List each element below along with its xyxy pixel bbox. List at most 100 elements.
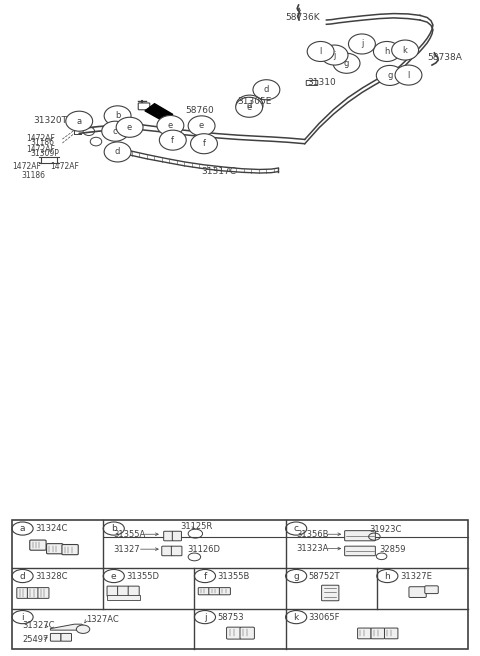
Circle shape	[194, 569, 216, 583]
FancyBboxPatch shape	[345, 531, 375, 541]
Text: 1472AF: 1472AF	[26, 144, 55, 154]
Text: 58760: 58760	[185, 106, 214, 115]
FancyBboxPatch shape	[172, 531, 181, 541]
Text: d: d	[247, 100, 252, 110]
FancyBboxPatch shape	[384, 628, 398, 639]
FancyBboxPatch shape	[209, 588, 220, 595]
FancyBboxPatch shape	[358, 628, 371, 639]
Text: h: h	[384, 47, 390, 56]
FancyBboxPatch shape	[425, 586, 438, 594]
Text: 31186: 31186	[22, 171, 46, 180]
Circle shape	[286, 569, 307, 583]
Circle shape	[321, 45, 348, 65]
Polygon shape	[50, 624, 84, 630]
Text: d: d	[20, 571, 25, 581]
Text: 33065F: 33065F	[309, 613, 340, 622]
Text: c: c	[113, 127, 118, 136]
Circle shape	[348, 34, 375, 54]
FancyBboxPatch shape	[17, 588, 28, 598]
Text: 25497: 25497	[23, 634, 49, 644]
Text: 31126D: 31126D	[187, 544, 220, 554]
FancyBboxPatch shape	[164, 531, 173, 541]
Text: 1472AF: 1472AF	[12, 162, 41, 171]
FancyBboxPatch shape	[162, 546, 172, 556]
Text: d: d	[264, 85, 269, 94]
Circle shape	[159, 130, 186, 150]
Text: a: a	[77, 117, 82, 126]
Circle shape	[104, 142, 131, 162]
Text: 31309P: 31309P	[30, 149, 59, 158]
Text: 31923C: 31923C	[370, 525, 402, 534]
FancyBboxPatch shape	[171, 546, 182, 556]
Text: e: e	[127, 123, 132, 132]
Circle shape	[373, 41, 400, 62]
Text: 32859: 32859	[379, 544, 406, 554]
Text: 31317C: 31317C	[202, 167, 237, 176]
Text: f: f	[203, 139, 205, 148]
Text: 31310: 31310	[307, 78, 336, 87]
Text: 31356B: 31356B	[296, 530, 329, 539]
Circle shape	[333, 53, 360, 73]
Text: k: k	[403, 45, 408, 54]
Text: l: l	[408, 71, 409, 79]
Text: e: e	[199, 121, 204, 131]
Text: 31320T: 31320T	[34, 115, 68, 125]
Text: c: c	[294, 524, 299, 533]
Text: g: g	[293, 571, 299, 581]
Text: 1472AF: 1472AF	[50, 162, 79, 171]
Circle shape	[103, 569, 124, 583]
Text: 31323A: 31323A	[296, 544, 328, 553]
Text: 1472AF: 1472AF	[26, 134, 55, 142]
Text: 58752T: 58752T	[309, 571, 340, 581]
FancyBboxPatch shape	[38, 588, 49, 598]
Text: l: l	[320, 47, 322, 56]
Circle shape	[194, 611, 216, 624]
Bar	[107, 595, 140, 600]
Text: 31186: 31186	[30, 138, 54, 147]
Circle shape	[76, 625, 90, 634]
Circle shape	[392, 40, 419, 60]
Text: e: e	[247, 103, 252, 112]
Text: f: f	[171, 136, 174, 144]
Circle shape	[188, 116, 215, 136]
Circle shape	[12, 522, 33, 535]
Text: 58736K: 58736K	[286, 12, 320, 22]
Circle shape	[12, 611, 33, 624]
Text: k: k	[294, 613, 299, 622]
FancyBboxPatch shape	[118, 586, 129, 596]
Circle shape	[286, 611, 307, 624]
Text: 31305E: 31305E	[238, 97, 272, 106]
Circle shape	[116, 117, 143, 137]
Circle shape	[102, 121, 129, 141]
Circle shape	[286, 522, 307, 535]
Circle shape	[236, 95, 263, 115]
Text: g: g	[387, 71, 393, 80]
Circle shape	[66, 111, 93, 131]
Text: 31125R: 31125R	[180, 522, 212, 531]
Text: 31327: 31327	[114, 544, 140, 554]
FancyBboxPatch shape	[409, 586, 426, 598]
Text: j: j	[334, 51, 336, 60]
Circle shape	[377, 569, 398, 583]
Circle shape	[104, 106, 131, 126]
Text: 58738A: 58738A	[427, 53, 462, 62]
FancyBboxPatch shape	[219, 588, 230, 595]
Text: d: d	[115, 148, 120, 156]
Text: j: j	[361, 39, 363, 49]
Text: b: b	[115, 112, 120, 120]
Text: j: j	[204, 613, 206, 622]
FancyBboxPatch shape	[47, 544, 63, 554]
Circle shape	[236, 97, 263, 117]
Text: 31327E: 31327E	[400, 571, 432, 581]
Text: b: b	[111, 524, 117, 533]
Circle shape	[307, 41, 334, 62]
Text: f: f	[204, 571, 206, 581]
Text: 31355A: 31355A	[114, 530, 146, 539]
Text: 31355D: 31355D	[126, 571, 159, 581]
FancyBboxPatch shape	[107, 586, 118, 596]
FancyBboxPatch shape	[198, 588, 209, 595]
Circle shape	[12, 569, 33, 583]
FancyBboxPatch shape	[345, 546, 375, 556]
Text: e: e	[111, 571, 117, 581]
FancyBboxPatch shape	[61, 634, 72, 641]
